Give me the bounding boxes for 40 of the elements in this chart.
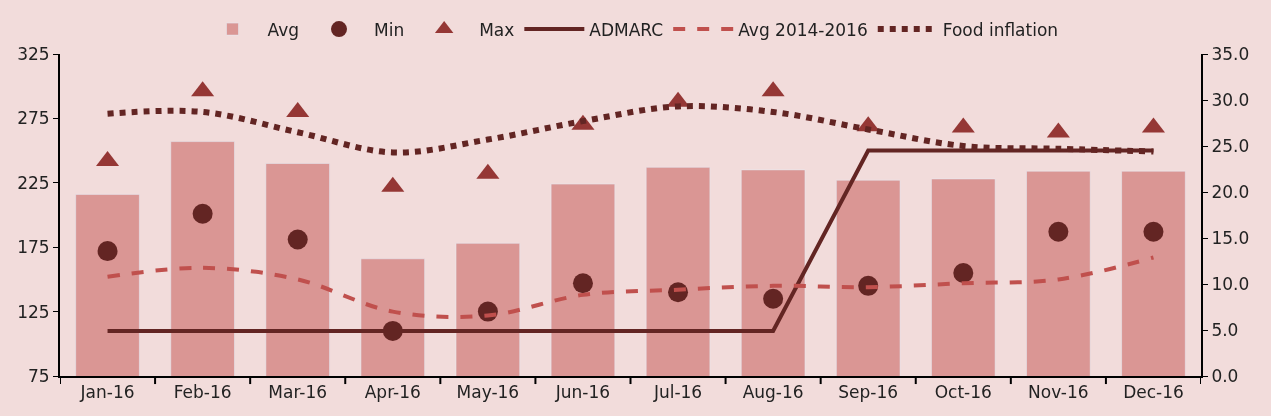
- point: [953, 262, 974, 283]
- legend-label: Avg: [267, 19, 299, 40]
- y-tick-label: 125: [17, 301, 50, 322]
- x-tick-label: May-16: [456, 382, 520, 403]
- y-tick-label: 275: [17, 108, 50, 129]
- legend-label: Max: [479, 19, 515, 40]
- y2-tick-label: 35.0: [1211, 43, 1250, 64]
- y2-tick-label: 5.0: [1211, 319, 1239, 340]
- y-tick-label: 75: [27, 365, 50, 386]
- x-tick-label: Sep-16: [838, 382, 899, 403]
- legend-label: Min: [374, 19, 405, 40]
- y-tick-label: 175: [17, 237, 50, 258]
- x-tick-label: Aug-16: [742, 382, 804, 403]
- y-tick-label: 325: [17, 43, 50, 64]
- point: [192, 203, 213, 224]
- y-tick-label: 225: [17, 172, 50, 193]
- point: [97, 241, 118, 262]
- point: [1048, 221, 1069, 242]
- x-tick-label: Jan-16: [79, 382, 135, 403]
- point: [1143, 221, 1164, 242]
- x-tick-label: Jul-16: [652, 382, 703, 403]
- x-tick-label: Nov-16: [1028, 382, 1089, 403]
- y2-tick-label: 10.0: [1211, 273, 1250, 294]
- x-tick-label: Apr-16: [364, 382, 421, 403]
- point: [287, 229, 308, 250]
- legend-label: ADMARC: [589, 19, 664, 40]
- x-tick-label: Oct-16: [934, 382, 992, 403]
- point: [572, 273, 593, 294]
- legend-label: Food inflation: [942, 19, 1059, 40]
- x-tick-label: Dec-16: [1123, 382, 1184, 403]
- y2-tick-label: 25.0: [1211, 135, 1250, 156]
- y2-tick-label: 20.0: [1211, 181, 1250, 202]
- x-tick-label: Jun-16: [554, 382, 611, 403]
- legend-label: Avg 2014-2016: [738, 19, 868, 40]
- point: [763, 288, 784, 309]
- y2-tick-label: 0.0: [1211, 365, 1239, 386]
- x-tick-label: Mar-16: [268, 382, 328, 403]
- y2-tick-label: 15.0: [1211, 227, 1250, 248]
- x-tick-label: Feb-16: [173, 382, 232, 403]
- y2-tick-label: 30.0: [1211, 89, 1250, 110]
